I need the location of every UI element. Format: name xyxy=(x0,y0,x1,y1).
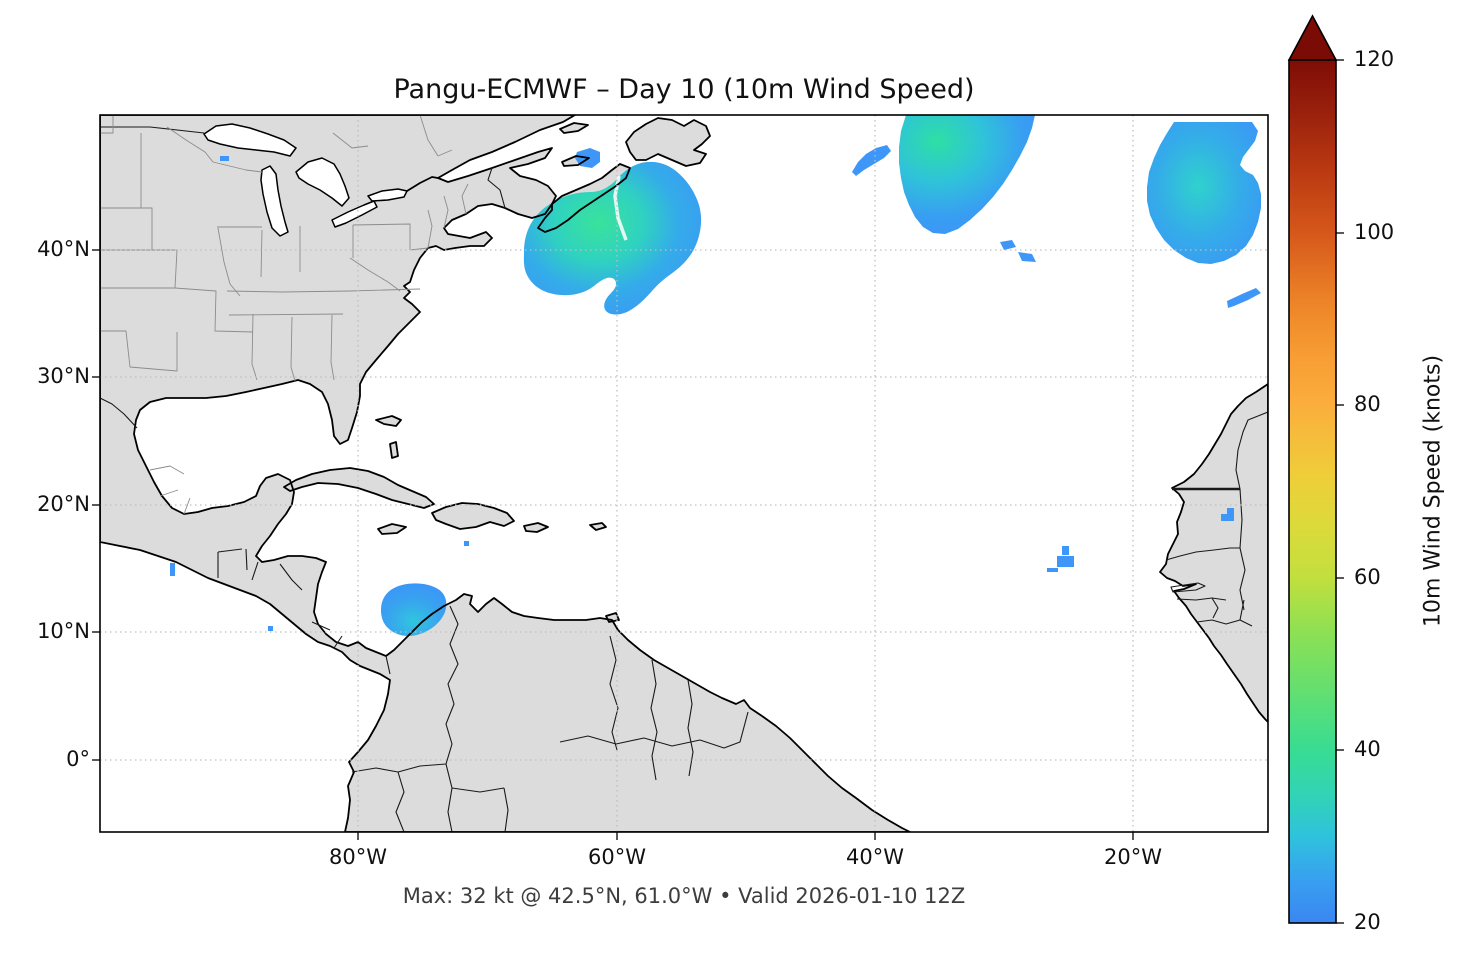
ytick-20n: 20°N xyxy=(37,492,90,516)
axis-tick-marks xyxy=(92,249,1134,840)
wind-blob-nova-scotia xyxy=(523,161,702,315)
wind-blob-colombia-coast xyxy=(381,583,447,637)
xtick-80w: 80°W xyxy=(329,845,387,869)
wind-speck xyxy=(1227,508,1234,514)
wind-patch-40w xyxy=(852,145,891,176)
wind-speck xyxy=(1018,252,1036,262)
ytick-40n: 40°N xyxy=(37,237,90,261)
wind-blob-northeast-atlantic xyxy=(1147,122,1261,264)
wind-speed-field xyxy=(170,115,1261,637)
xtick-40w: 40°W xyxy=(846,845,904,869)
cbtick-120: 120 xyxy=(1354,47,1395,71)
cbtick-40: 40 xyxy=(1354,737,1381,761)
wind-speck xyxy=(464,541,469,546)
wind-streak xyxy=(1227,288,1261,308)
wind-speck xyxy=(1221,514,1234,521)
wind-speck xyxy=(1000,240,1016,250)
map-border xyxy=(99,114,1269,833)
great-lakes xyxy=(203,123,408,237)
colorbar-extend-arrow xyxy=(1287,14,1338,61)
wind-speck xyxy=(1047,568,1058,572)
wind-blob-north-central-atlantic xyxy=(899,115,1035,234)
wind-speck xyxy=(1057,556,1074,567)
wind-speck xyxy=(268,626,273,631)
wind-speck xyxy=(170,563,175,576)
ytick-10n: 10°N xyxy=(37,619,90,643)
chart-title: Pangu-ECMWF – Day 10 (10m Wind Speed) xyxy=(393,74,975,105)
wind-speck xyxy=(1062,546,1069,555)
colorbar xyxy=(1287,14,1344,924)
colorbar-axis-label: 10m Wind Speed (knots) xyxy=(1420,354,1446,628)
cbtick-20: 20 xyxy=(1354,910,1381,934)
chart-caption: Max: 32 kt @ 42.5°N, 61.0°W • Valid 2026… xyxy=(402,884,966,908)
land-fill xyxy=(100,115,1268,832)
ytick-0: 0° xyxy=(66,747,90,771)
country-borders xyxy=(100,126,1268,832)
colorbar-gradient xyxy=(1288,59,1337,924)
xtick-20w: 20°W xyxy=(1104,845,1162,869)
cbtick-60: 60 xyxy=(1354,565,1381,589)
ytick-30n: 30°N xyxy=(37,364,90,388)
wind-speck xyxy=(220,156,229,161)
coastlines xyxy=(100,115,1268,832)
xtick-60w: 60°W xyxy=(588,845,646,869)
colorbar-tick-marks xyxy=(1336,59,1344,924)
cbtick-80: 80 xyxy=(1354,392,1381,416)
cbtick-100: 100 xyxy=(1354,220,1395,244)
